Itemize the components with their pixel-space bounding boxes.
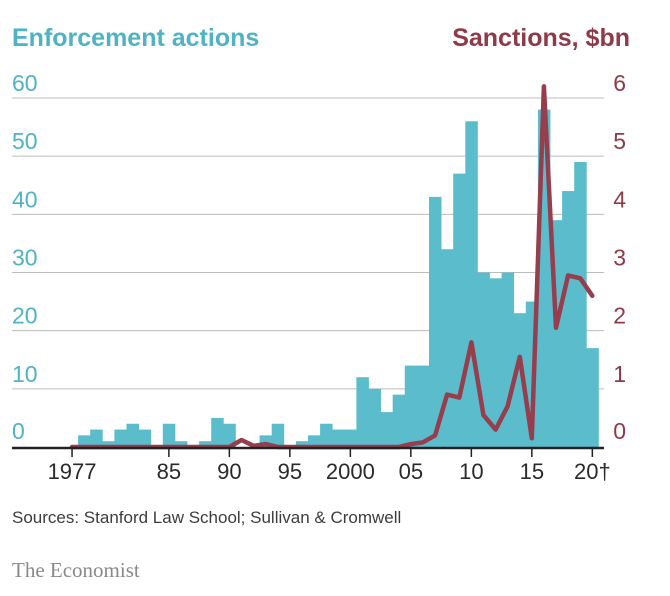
bar: [489, 278, 502, 447]
bar: [404, 365, 418, 447]
x-tick-label: 15: [520, 459, 544, 484]
bar: [199, 441, 212, 447]
left-axis-title: Enforcement actions: [12, 24, 260, 52]
bar: [295, 441, 309, 447]
bar: [356, 377, 369, 447]
bar: [138, 429, 152, 447]
bar: [441, 249, 454, 447]
bar: [344, 429, 357, 447]
bar: [416, 365, 430, 447]
bar: [465, 121, 478, 448]
bar: [126, 423, 139, 447]
left-tick-label: 30: [12, 245, 38, 271]
right-axis-title: Sanctions, $bn: [452, 24, 630, 52]
x-tick-label: 20†: [574, 459, 611, 484]
bar: [223, 423, 236, 447]
bar: [90, 429, 103, 447]
x-tick-label: 10: [459, 459, 483, 484]
bar: [162, 423, 176, 447]
x-tick-label: 1977: [48, 459, 97, 484]
x-tick-label: 85: [157, 459, 181, 484]
right-tick-label: 4: [613, 186, 626, 212]
x-tick-label: 95: [278, 459, 302, 484]
right-tick-label: 1: [613, 361, 626, 387]
bar: [259, 435, 273, 447]
left-tick-label: 20: [12, 303, 38, 329]
x-tick-label: 2000: [326, 459, 375, 484]
bar: [114, 429, 127, 447]
bar: [174, 441, 188, 447]
left-tick-label: 10: [12, 361, 38, 387]
left-tick-label: 0: [12, 418, 25, 444]
bar: [380, 412, 394, 447]
bar: [332, 429, 345, 447]
bar: [574, 161, 587, 447]
bar: [368, 388, 381, 447]
left-tick-label: 60: [12, 70, 38, 96]
bar: [586, 348, 599, 447]
right-tick-label: 0: [613, 418, 626, 444]
bar: [513, 313, 527, 447]
bar: [562, 191, 575, 447]
right-tick-label: 3: [613, 245, 626, 271]
x-tick-label: 05: [399, 459, 423, 484]
left-tick-label: 50: [12, 128, 38, 154]
right-tick-label: 5: [613, 128, 626, 154]
left-tick-label: 40: [12, 186, 38, 212]
bar: [102, 441, 115, 447]
bar: [78, 435, 91, 447]
x-tick-label: 90: [217, 459, 241, 484]
dual-axis-chart: 0 0 10 1 20 2 30 3 40 4 50 5 60 6 1977 85 90 95 2000 05 10 15…: [12, 70, 626, 484]
bar: [453, 173, 466, 447]
right-tick-label: 2: [613, 303, 626, 329]
bar: [211, 417, 224, 447]
right-tick-label: 6: [613, 70, 626, 96]
bar: [308, 435, 321, 447]
bar: [501, 272, 515, 447]
bar: [429, 196, 442, 447]
bar: [271, 423, 285, 447]
bar: [320, 423, 333, 447]
source-note: Sources: Stanford Law School; Sullivan &…: [12, 508, 402, 527]
bar: [392, 394, 406, 447]
brand-logo: The Economist: [12, 558, 140, 582]
